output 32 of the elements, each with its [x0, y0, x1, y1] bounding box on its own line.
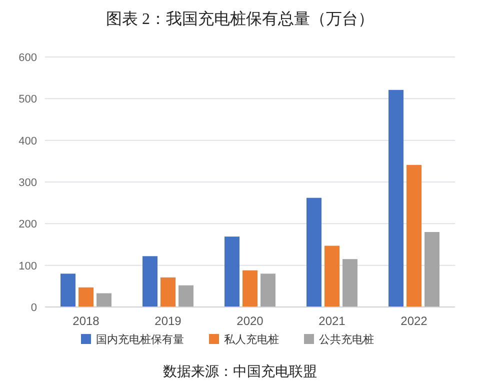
- x-tick-label: 2019: [154, 314, 182, 328]
- bar: [78, 287, 94, 307]
- bar: [160, 277, 176, 307]
- bar: [178, 285, 194, 307]
- bar: [342, 259, 358, 307]
- bar: [96, 293, 112, 307]
- y-tick-label: 300: [18, 177, 37, 189]
- y-tick-label: 200: [18, 218, 37, 231]
- bar: [142, 256, 158, 307]
- y-tick-label: 0: [30, 302, 37, 314]
- legend-label: 国内充电桩保有量: [96, 333, 184, 346]
- bar: [424, 232, 440, 307]
- bar: [60, 274, 76, 307]
- y-tick-label: 500: [18, 94, 37, 106]
- x-tick-label: 2021: [318, 314, 346, 328]
- bar: [388, 90, 404, 307]
- x-tick-label: 2022: [400, 314, 428, 328]
- bar: [406, 164, 422, 307]
- y-tick-label: 600: [18, 52, 37, 64]
- y-tick-label: 100: [18, 260, 37, 272]
- bar: [224, 236, 240, 307]
- legend-label: 公共充电桩: [319, 333, 374, 346]
- bar: [306, 198, 322, 307]
- source-note: 数据来源：中国充电联盟: [163, 364, 317, 380]
- chart-title: 图表 2：我国充电桩保有总量（万台）: [106, 10, 374, 28]
- y-tick-label: 400: [18, 135, 37, 148]
- x-tick-label: 2020: [236, 314, 264, 328]
- bar: [324, 246, 340, 307]
- legend-label: 私人充电桩: [224, 333, 279, 346]
- bar: [242, 270, 258, 307]
- bar: [260, 274, 276, 307]
- x-tick-label: 2018: [72, 314, 100, 328]
